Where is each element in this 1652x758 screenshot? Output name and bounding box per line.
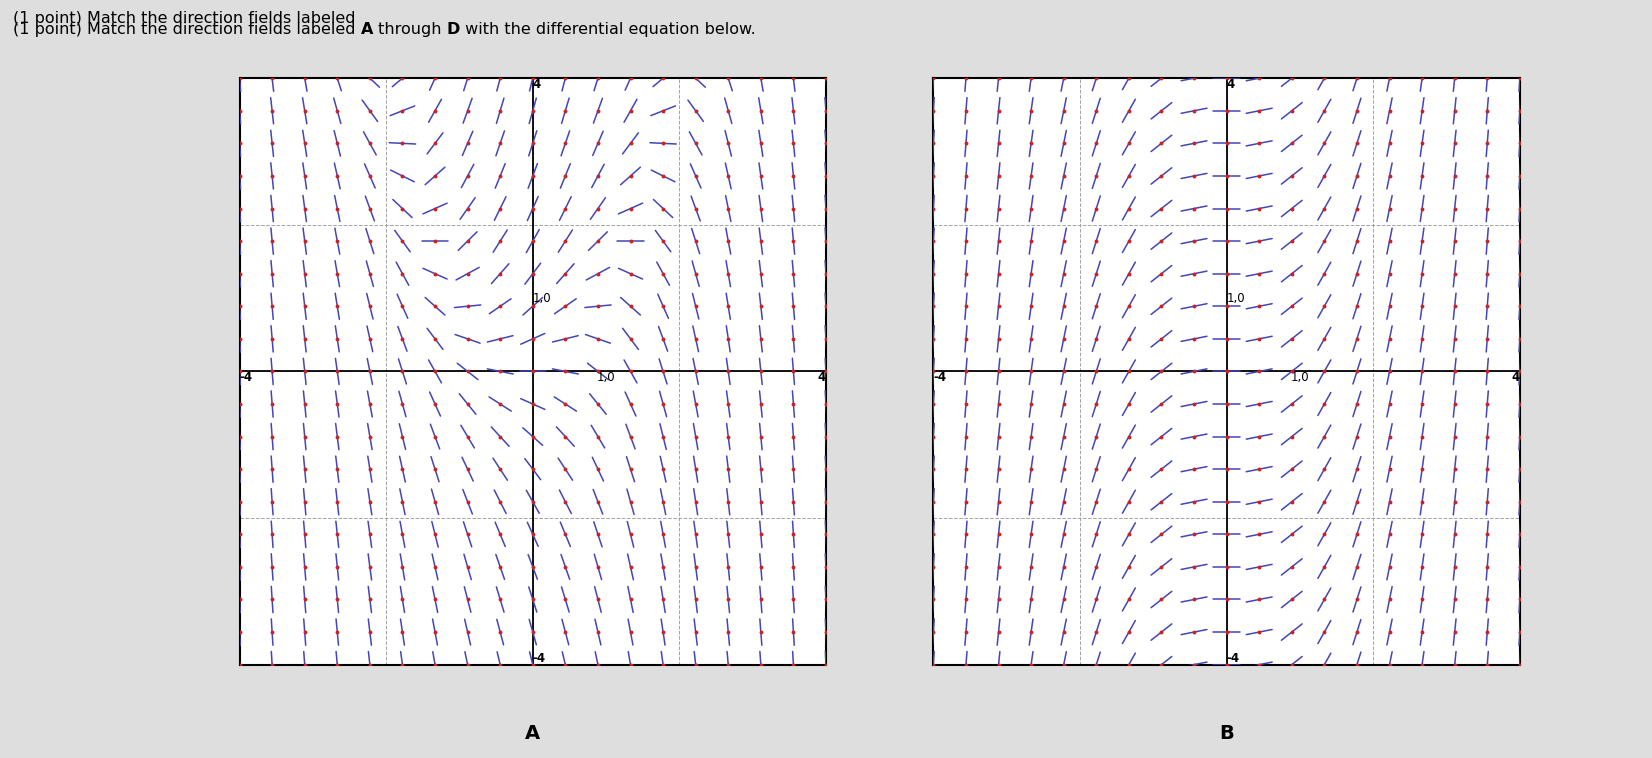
Text: (1 point) Match the direction fields labeled: (1 point) Match the direction fields lab… — [13, 11, 360, 27]
Text: -4: -4 — [933, 371, 947, 384]
Text: through: through — [373, 22, 446, 37]
Text: B: B — [1219, 724, 1234, 743]
Text: 1,0: 1,0 — [596, 371, 616, 384]
Text: with the differential equation below.: with the differential equation below. — [461, 22, 757, 37]
Text: 1,0: 1,0 — [1290, 371, 1310, 384]
Text: A: A — [360, 22, 373, 37]
Text: 4: 4 — [1226, 78, 1234, 91]
Text: 4: 4 — [818, 371, 826, 384]
Text: -4: -4 — [532, 652, 545, 665]
Text: -4: -4 — [240, 371, 253, 384]
Text: (1 point) Match the direction fields labeled: (1 point) Match the direction fields lab… — [13, 22, 360, 37]
Text: 1,0: 1,0 — [532, 292, 552, 305]
Text: -4: -4 — [1226, 652, 1239, 665]
Text: 1,0: 1,0 — [1226, 292, 1246, 305]
Text: D: D — [446, 22, 461, 37]
Text: 4: 4 — [532, 78, 540, 91]
Text: A: A — [525, 724, 540, 743]
Text: 4: 4 — [1512, 371, 1520, 384]
